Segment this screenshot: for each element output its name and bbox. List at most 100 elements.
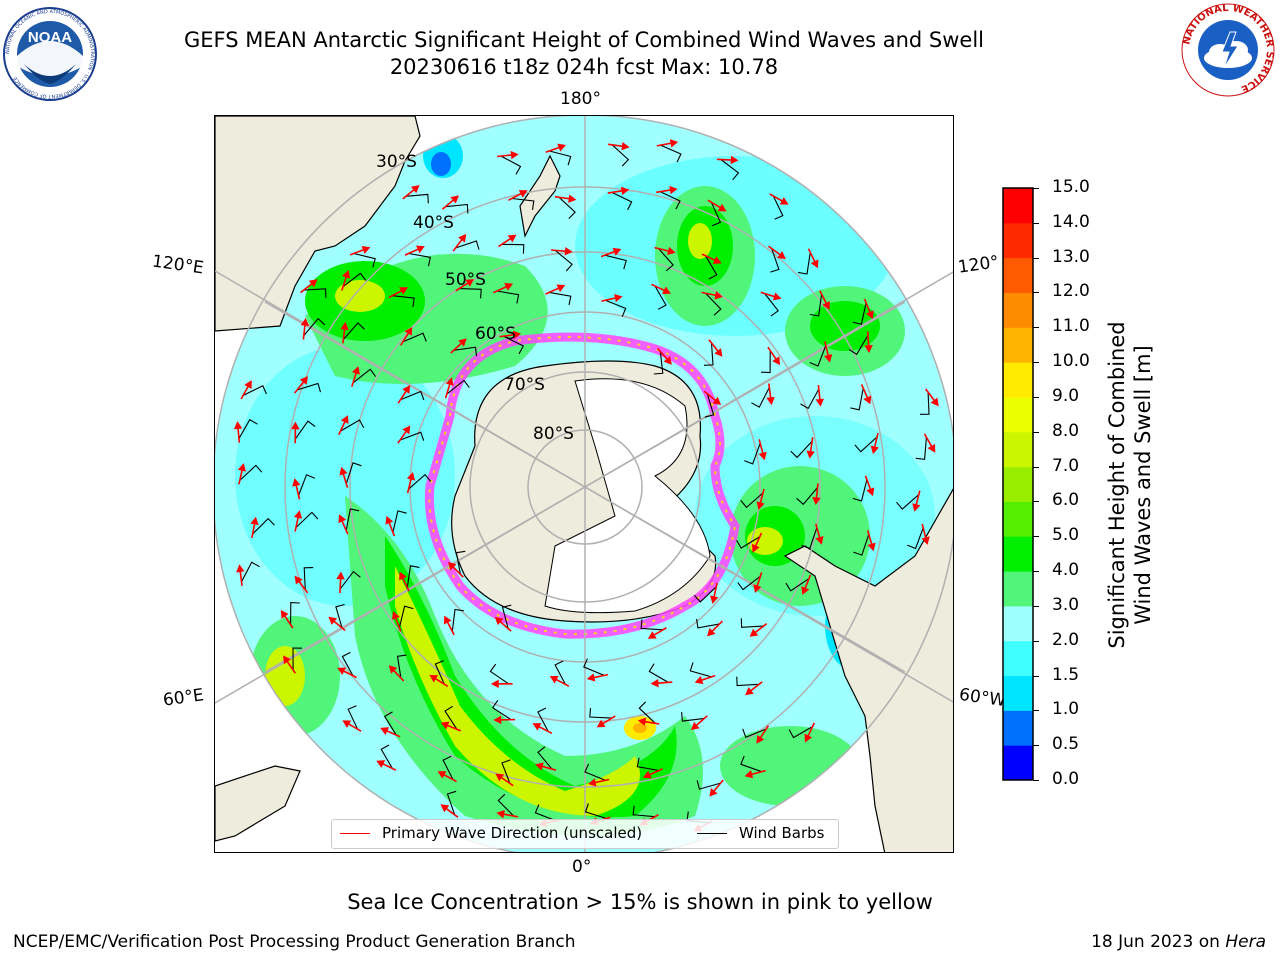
wind-barb [751,387,770,408]
wind-barb [848,335,869,356]
wind-barb [764,293,779,317]
wave-direction-arrow [237,463,247,485]
wind-barb [693,586,717,603]
wind-barb [453,346,478,357]
wave-direction-arrow [499,330,522,340]
colorbar-cell [1003,327,1033,363]
wind-barb [737,575,761,591]
wind-barb [445,203,469,214]
wind-barb [696,780,721,790]
wind-barb [497,793,515,817]
wind-barb [511,197,535,210]
lat-label-30s: 30°S [376,152,417,172]
wind-barb [654,285,667,310]
wind-barb [658,248,674,272]
wave-direction-arrow [819,290,830,310]
wind-barb [294,420,316,440]
wind-barb [503,335,525,355]
wave-direction-arrow [450,338,467,354]
wind-barb [554,660,566,685]
wave-direction-arrow [240,380,252,400]
wind-barb-swatch [697,833,727,834]
wind-barb [584,763,606,781]
colorbar-tick-label: 0.5 [1052,734,1080,755]
wind-barb [380,744,393,769]
wave-direction-arrow [744,769,766,779]
wind-barb [653,351,664,375]
wave-direction-arrow [280,610,294,629]
colorbar-tick-label: 10.0 [1052,351,1090,372]
colorbar-tick [1033,780,1039,781]
wind-barb [554,249,573,272]
colorbar-tick-label: 8.0 [1052,420,1080,441]
wave-direction-arrow [870,432,879,455]
wave-direction-arrow [455,279,474,292]
wind-barb [604,254,627,270]
wave-direction-arrow [690,715,708,731]
wave-direction-arrow [283,655,297,674]
wave-direction-arrow [651,283,671,295]
wave-direction-arrow [340,321,349,344]
wind-barb [696,618,720,629]
wind-barb [442,755,454,780]
wave-direction-arrow [391,611,402,632]
wave-direction-arrow [402,185,420,200]
lon-label-0: 0° [572,857,592,877]
wind-barb [292,647,303,671]
wind-barb [451,608,464,632]
wave-direction-arrow [601,293,623,303]
lat-label-40s: 40°S [413,213,454,233]
colorbar-cell [1003,292,1033,328]
wind-barb [252,517,275,535]
wave-direction-arrow [444,377,454,399]
colorbar [1002,187,1034,781]
wave-direction-arrow [338,415,349,436]
wind-barb [537,707,549,732]
colorbar-tick [1033,675,1039,677]
wave-direction-arrow [801,574,812,595]
wave-direction-arrow [452,233,467,252]
wave-direction-arrow [921,523,930,545]
wave-direction-swatch [340,833,370,834]
wave-direction-arrow [293,376,309,394]
wind-barb [689,662,712,678]
wind-barb [295,511,319,528]
colorbar-tick-label: 12.0 [1052,281,1090,302]
colorbar-tick [1033,327,1039,329]
wind-barb [396,654,407,679]
wind-barb [852,479,868,502]
wave-direction-arrow [337,667,357,679]
wind-barb [340,419,365,432]
colorbar-tick [1033,396,1039,398]
wave-direction-arrow [707,199,727,212]
wind-barb [352,368,377,384]
wave-direction-arrow [376,760,397,771]
wind-barb [740,618,764,628]
wave-direction-arrow [710,582,719,605]
wave-direction-arrow [493,715,516,725]
wind-barb [392,510,407,533]
colorbar-tick [1033,745,1039,747]
wave-direction-arrow [864,475,875,497]
wind-barb [636,757,660,772]
lon-label-120e: 120°E [150,251,205,279]
wind-barb [446,790,457,815]
lat-label-80s: 80°S [533,424,574,444]
wind-barb [239,464,263,481]
wave-direction-arrow [815,385,824,407]
nws-logo: NATIONAL WEATHER SERVICE [1181,3,1275,97]
wave-direction-arrow [766,383,775,406]
colorbar-tick-label: 5.0 [1052,525,1080,546]
wave-direction-arrow [768,245,786,260]
colorbar-tick [1033,605,1039,607]
wave-direction-arrow [233,421,243,443]
wave-direction-arrow [804,722,816,743]
svg-text:NOAA: NOAA [28,29,72,46]
wave-direction-arrow [600,247,622,258]
wind-barb [589,707,612,719]
colorbar-cell [1003,222,1033,259]
wind-barb [742,728,767,739]
wave-direction-arrow [756,725,770,744]
wind-barb [853,534,870,556]
wind-barb [740,492,764,509]
